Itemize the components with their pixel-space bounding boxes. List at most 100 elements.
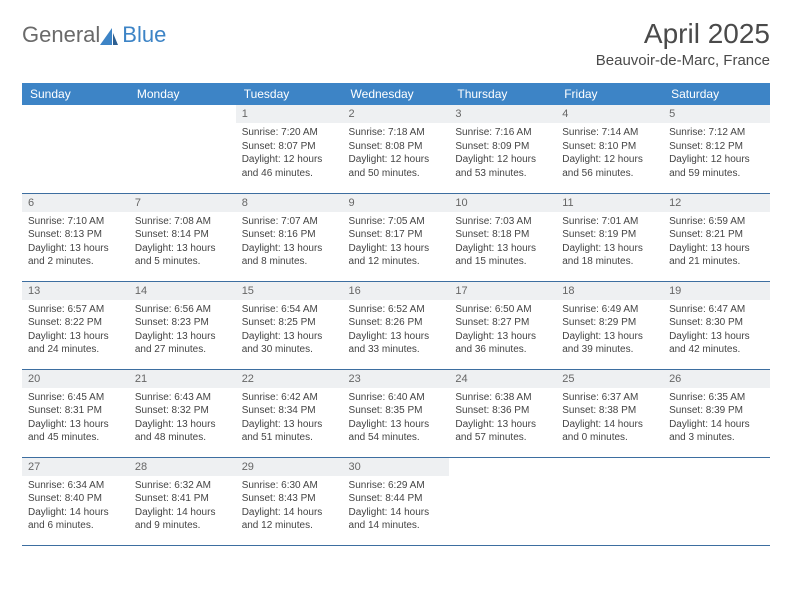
calendar-row: 6Sunrise: 7:10 AMSunset: 8:13 PMDaylight…: [22, 193, 770, 281]
day-content: Sunrise: 6:59 AMSunset: 8:21 PMDaylight:…: [663, 212, 770, 272]
calendar-cell: 19Sunrise: 6:47 AMSunset: 8:30 PMDayligh…: [663, 281, 770, 369]
calendar-cell: 28Sunrise: 6:32 AMSunset: 8:41 PMDayligh…: [129, 457, 236, 545]
day-number: 7: [129, 194, 236, 212]
calendar-cell: 26Sunrise: 6:35 AMSunset: 8:39 PMDayligh…: [663, 369, 770, 457]
day-number: 28: [129, 458, 236, 476]
day-number: 24: [449, 370, 556, 388]
day-content: Sunrise: 7:08 AMSunset: 8:14 PMDaylight:…: [129, 212, 236, 272]
day-content: Sunrise: 6:52 AMSunset: 8:26 PMDaylight:…: [343, 300, 450, 360]
calendar-cell: 5Sunrise: 7:12 AMSunset: 8:12 PMDaylight…: [663, 105, 770, 193]
calendar-table: SundayMondayTuesdayWednesdayThursdayFrid…: [22, 83, 770, 546]
day-number: 1: [236, 105, 343, 123]
day-content: Sunrise: 6:35 AMSunset: 8:39 PMDaylight:…: [663, 388, 770, 448]
calendar-cell: 4Sunrise: 7:14 AMSunset: 8:10 PMDaylight…: [556, 105, 663, 193]
day-number: 18: [556, 282, 663, 300]
calendar-cell: 6Sunrise: 7:10 AMSunset: 8:13 PMDaylight…: [22, 193, 129, 281]
calendar-cell: 29Sunrise: 6:30 AMSunset: 8:43 PMDayligh…: [236, 457, 343, 545]
calendar-cell: [449, 457, 556, 545]
day-content: Sunrise: 6:49 AMSunset: 8:29 PMDaylight:…: [556, 300, 663, 360]
calendar-cell: 9Sunrise: 7:05 AMSunset: 8:17 PMDaylight…: [343, 193, 450, 281]
calendar-cell: 21Sunrise: 6:43 AMSunset: 8:32 PMDayligh…: [129, 369, 236, 457]
weekday-header: Friday: [556, 83, 663, 105]
day-content: Sunrise: 7:20 AMSunset: 8:07 PMDaylight:…: [236, 123, 343, 183]
calendar-cell: [129, 105, 236, 193]
logo-text-general: General: [22, 22, 100, 48]
weekday-header: Tuesday: [236, 83, 343, 105]
day-content: Sunrise: 7:10 AMSunset: 8:13 PMDaylight:…: [22, 212, 129, 272]
calendar-cell: [556, 457, 663, 545]
day-content: Sunrise: 6:50 AMSunset: 8:27 PMDaylight:…: [449, 300, 556, 360]
day-number: 21: [129, 370, 236, 388]
logo-text-blue: Blue: [122, 22, 166, 48]
calendar-cell: [22, 105, 129, 193]
day-number: 12: [663, 194, 770, 212]
day-content: Sunrise: 6:43 AMSunset: 8:32 PMDaylight:…: [129, 388, 236, 448]
calendar-cell: 7Sunrise: 7:08 AMSunset: 8:14 PMDaylight…: [129, 193, 236, 281]
day-number: 6: [22, 194, 129, 212]
day-content: Sunrise: 6:38 AMSunset: 8:36 PMDaylight:…: [449, 388, 556, 448]
day-content: Sunrise: 6:34 AMSunset: 8:40 PMDaylight:…: [22, 476, 129, 536]
day-content: Sunrise: 7:05 AMSunset: 8:17 PMDaylight:…: [343, 212, 450, 272]
day-content: Sunrise: 7:07 AMSunset: 8:16 PMDaylight:…: [236, 212, 343, 272]
day-number: 17: [449, 282, 556, 300]
day-content: Sunrise: 7:12 AMSunset: 8:12 PMDaylight:…: [663, 123, 770, 183]
day-number: 22: [236, 370, 343, 388]
calendar-row: 20Sunrise: 6:45 AMSunset: 8:31 PMDayligh…: [22, 369, 770, 457]
day-content: Sunrise: 7:01 AMSunset: 8:19 PMDaylight:…: [556, 212, 663, 272]
location: Beauvoir-de-Marc, France: [596, 52, 770, 69]
day-number: 16: [343, 282, 450, 300]
day-number: 15: [236, 282, 343, 300]
calendar-cell: 2Sunrise: 7:18 AMSunset: 8:08 PMDaylight…: [343, 105, 450, 193]
day-number: 25: [556, 370, 663, 388]
calendar-cell: 24Sunrise: 6:38 AMSunset: 8:36 PMDayligh…: [449, 369, 556, 457]
day-number: 4: [556, 105, 663, 123]
calendar-cell: 27Sunrise: 6:34 AMSunset: 8:40 PMDayligh…: [22, 457, 129, 545]
calendar-row: 13Sunrise: 6:57 AMSunset: 8:22 PMDayligh…: [22, 281, 770, 369]
weekday-header-row: SundayMondayTuesdayWednesdayThursdayFrid…: [22, 83, 770, 105]
day-content: Sunrise: 6:37 AMSunset: 8:38 PMDaylight:…: [556, 388, 663, 448]
day-content: Sunrise: 6:42 AMSunset: 8:34 PMDaylight:…: [236, 388, 343, 448]
calendar-cell: [663, 457, 770, 545]
calendar-cell: 13Sunrise: 6:57 AMSunset: 8:22 PMDayligh…: [22, 281, 129, 369]
day-content: Sunrise: 6:29 AMSunset: 8:44 PMDaylight:…: [343, 476, 450, 536]
title-block: April 2025 Beauvoir-de-Marc, France: [596, 18, 770, 69]
day-content: Sunrise: 7:18 AMSunset: 8:08 PMDaylight:…: [343, 123, 450, 183]
day-number: 2: [343, 105, 450, 123]
day-content: Sunrise: 6:45 AMSunset: 8:31 PMDaylight:…: [22, 388, 129, 448]
day-number: 26: [663, 370, 770, 388]
month-title: April 2025: [596, 18, 770, 50]
day-content: Sunrise: 6:47 AMSunset: 8:30 PMDaylight:…: [663, 300, 770, 360]
calendar-cell: 22Sunrise: 6:42 AMSunset: 8:34 PMDayligh…: [236, 369, 343, 457]
calendar-body: 1Sunrise: 7:20 AMSunset: 8:07 PMDaylight…: [22, 105, 770, 545]
calendar-cell: 23Sunrise: 6:40 AMSunset: 8:35 PMDayligh…: [343, 369, 450, 457]
calendar-cell: 14Sunrise: 6:56 AMSunset: 8:23 PMDayligh…: [129, 281, 236, 369]
day-content: Sunrise: 7:16 AMSunset: 8:09 PMDaylight:…: [449, 123, 556, 183]
day-number: 29: [236, 458, 343, 476]
calendar-cell: 10Sunrise: 7:03 AMSunset: 8:18 PMDayligh…: [449, 193, 556, 281]
calendar-row: 27Sunrise: 6:34 AMSunset: 8:40 PMDayligh…: [22, 457, 770, 545]
day-number: 10: [449, 194, 556, 212]
calendar-cell: 20Sunrise: 6:45 AMSunset: 8:31 PMDayligh…: [22, 369, 129, 457]
calendar-cell: 1Sunrise: 7:20 AMSunset: 8:07 PMDaylight…: [236, 105, 343, 193]
weekday-header: Thursday: [449, 83, 556, 105]
day-content: Sunrise: 7:14 AMSunset: 8:10 PMDaylight:…: [556, 123, 663, 183]
day-number: 9: [343, 194, 450, 212]
calendar-cell: 25Sunrise: 6:37 AMSunset: 8:38 PMDayligh…: [556, 369, 663, 457]
weekday-header: Saturday: [663, 83, 770, 105]
day-number: 3: [449, 105, 556, 123]
day-number: 27: [22, 458, 129, 476]
calendar-cell: 15Sunrise: 6:54 AMSunset: 8:25 PMDayligh…: [236, 281, 343, 369]
calendar-cell: 17Sunrise: 6:50 AMSunset: 8:27 PMDayligh…: [449, 281, 556, 369]
header: General Blue April 2025 Beauvoir-de-Marc…: [22, 18, 770, 69]
day-content: Sunrise: 6:56 AMSunset: 8:23 PMDaylight:…: [129, 300, 236, 360]
day-number: 5: [663, 105, 770, 123]
day-content: Sunrise: 6:32 AMSunset: 8:41 PMDaylight:…: [129, 476, 236, 536]
calendar-row: 1Sunrise: 7:20 AMSunset: 8:07 PMDaylight…: [22, 105, 770, 193]
day-number: 13: [22, 282, 129, 300]
calendar-cell: 16Sunrise: 6:52 AMSunset: 8:26 PMDayligh…: [343, 281, 450, 369]
day-number: 14: [129, 282, 236, 300]
day-number: 19: [663, 282, 770, 300]
day-number: 30: [343, 458, 450, 476]
logo-sail-icon: [98, 27, 120, 47]
calendar-cell: 30Sunrise: 6:29 AMSunset: 8:44 PMDayligh…: [343, 457, 450, 545]
